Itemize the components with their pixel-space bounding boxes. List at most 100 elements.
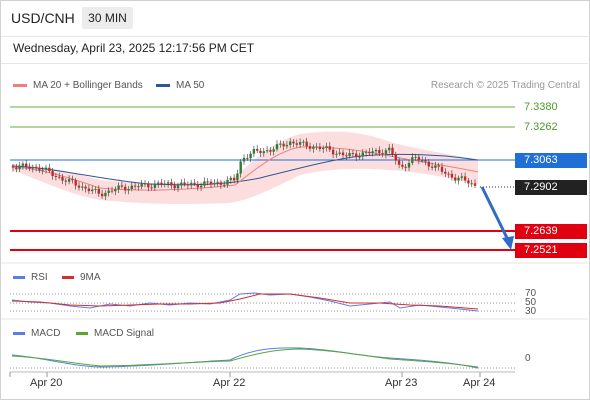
subheader-divider	[1, 63, 588, 64]
candle-body	[81, 186, 84, 188]
candle-body	[236, 173, 239, 181]
candle-body	[447, 173, 450, 175]
candle-body	[58, 176, 61, 178]
candle-body	[295, 143, 298, 145]
candle-body	[160, 182, 163, 185]
rsi-level-30: 30	[525, 306, 537, 317]
candle-body	[430, 166, 434, 168]
x-label-apr23: Apr 23	[385, 377, 418, 389]
x-label-apr20: Apr 20	[30, 377, 63, 389]
candle-body	[77, 185, 81, 188]
candle-body	[444, 171, 447, 174]
candle-body	[457, 177, 460, 181]
candle-body	[341, 152, 345, 156]
legend-ma20-label: MA 20 + Bollinger Bands	[33, 80, 143, 91]
candle-body	[203, 181, 206, 186]
candle-body	[470, 183, 473, 185]
legend-rsi-label: RSI	[31, 272, 48, 283]
legend-ma50-label: MA 50	[176, 80, 205, 91]
candle-body	[15, 167, 18, 170]
candle-body	[183, 182, 186, 185]
candle-body	[450, 173, 454, 178]
candle-body	[110, 190, 114, 192]
candle-body	[48, 167, 51, 172]
price-tag-r1: 7.3262	[524, 121, 558, 133]
candle-body	[239, 161, 242, 174]
candle-body	[279, 143, 282, 145]
macd-signal-line	[11, 348, 479, 368]
candle-body	[378, 149, 381, 154]
candle-body	[216, 182, 219, 184]
candle-body	[21, 163, 25, 166]
candle-body	[414, 156, 417, 158]
candle-body	[219, 182, 223, 185]
candle-body	[190, 183, 193, 186]
candle-body	[358, 156, 361, 158]
candle-body	[302, 141, 305, 143]
credit-text: Research © 2025 Trading Central	[430, 80, 580, 91]
macd-signal-swatch	[76, 332, 88, 335]
rsi-swatch	[13, 276, 25, 279]
candle-body	[104, 192, 107, 197]
candle-body	[54, 176, 58, 178]
candle-body	[38, 167, 41, 171]
candle-body	[338, 152, 341, 154]
candle-body	[454, 177, 457, 181]
legend-9ma-label: 9MA	[80, 272, 101, 283]
candle-body	[318, 146, 322, 150]
candle-body	[28, 166, 31, 169]
candle-body	[199, 185, 203, 188]
candle-body	[166, 182, 170, 184]
candle-body	[91, 189, 94, 192]
candle-body	[351, 153, 355, 155]
candle-body	[473, 183, 477, 186]
candle-body	[437, 165, 440, 167]
candle-body	[94, 188, 97, 190]
x-label-apr22: Apr 22	[213, 377, 246, 389]
candle-body	[421, 160, 424, 162]
candle-body	[117, 185, 120, 190]
macd-level-zero: 0	[525, 353, 531, 364]
candle-body	[170, 182, 173, 186]
candle-body	[246, 157, 249, 159]
candle-body	[67, 179, 71, 182]
candle-body	[371, 151, 374, 154]
candle-body	[440, 166, 444, 172]
candle-body	[252, 149, 256, 154]
candle-body	[11, 166, 15, 168]
candle-body	[391, 147, 394, 155]
candle-body	[137, 186, 140, 188]
candle-body	[282, 143, 285, 147]
candle-body	[262, 151, 265, 154]
ma20-swatch	[13, 84, 27, 87]
candle-body	[272, 149, 275, 152]
candle-body	[163, 183, 166, 185]
candle-body	[368, 151, 371, 154]
candle-body	[186, 184, 190, 186]
legend-macd: MACD	[13, 328, 60, 339]
candle-body	[223, 184, 226, 186]
price-tag-pivot: 7.3063	[515, 153, 587, 168]
ma50-swatch	[156, 84, 170, 87]
candle-body	[325, 146, 328, 148]
candle-body	[427, 161, 430, 167]
candle-body	[335, 153, 338, 155]
candlestick-series	[11, 137, 477, 201]
ma20-line	[11, 146, 479, 191]
candle-body	[196, 183, 199, 188]
candle-body	[312, 146, 315, 149]
candle-body	[157, 182, 160, 184]
rsi-line	[11, 292, 479, 312]
rsi-level-70: 70	[525, 288, 537, 299]
candle-body	[289, 141, 292, 145]
interval-button[interactable]: 30 MIN	[82, 7, 133, 29]
candle-body	[180, 182, 183, 186]
forecast-arrowhead	[502, 236, 514, 250]
candle-body	[256, 149, 259, 151]
candle-body	[193, 183, 196, 185]
legend-ma50: MA 50	[156, 80, 204, 91]
candle-body	[97, 188, 100, 194]
candle-body	[107, 190, 110, 193]
price-tag-r2: 7.3380	[524, 101, 558, 113]
